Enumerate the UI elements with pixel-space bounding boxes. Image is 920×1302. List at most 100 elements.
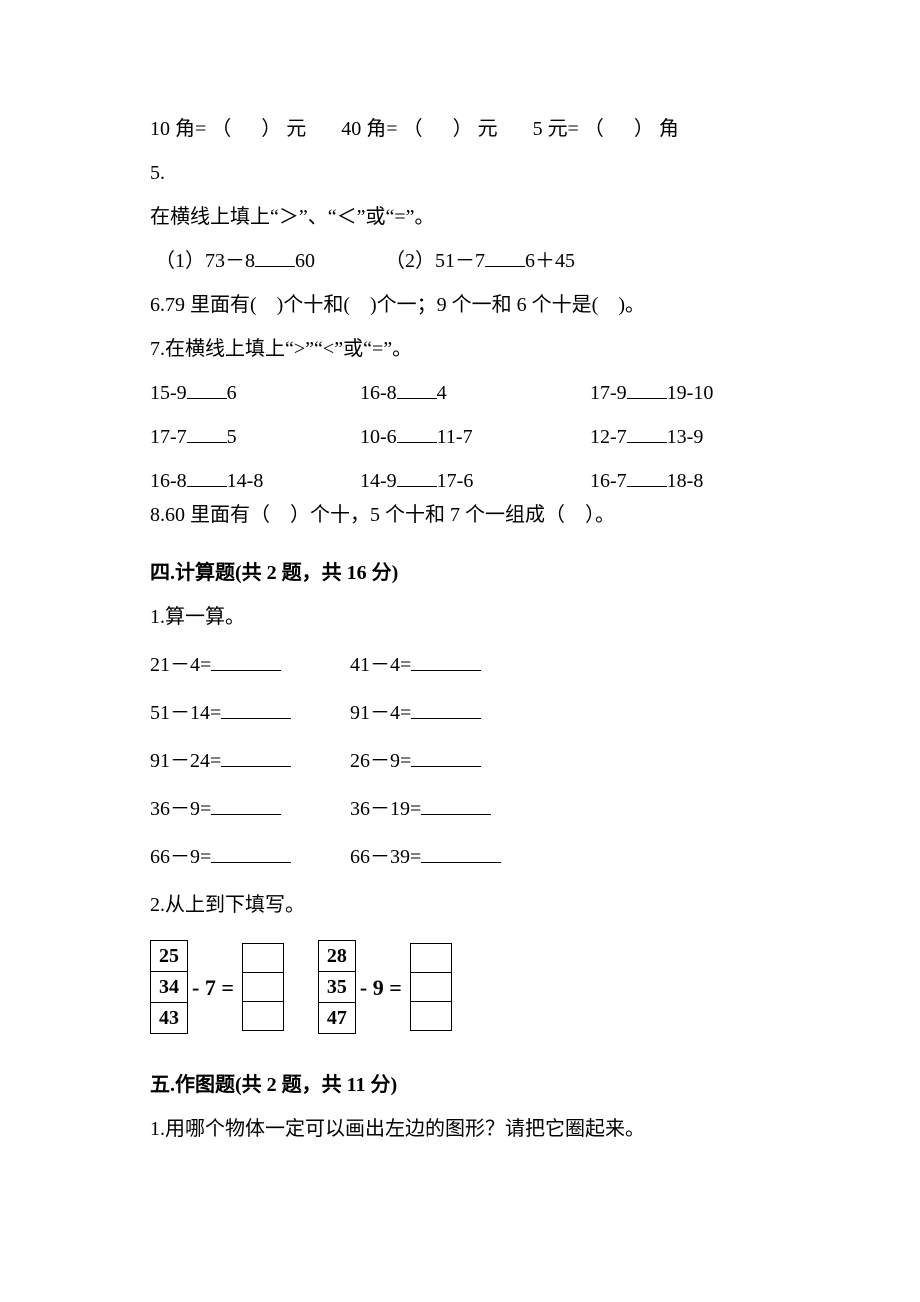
stack-a-in: 25 34 43	[150, 940, 188, 1034]
s4q1-4-0: 66－9=	[150, 846, 211, 868]
q7-2-2-l: 16-7	[590, 470, 627, 492]
s4q1-2-1: 26－9=	[350, 750, 411, 772]
s4q1-1-0: 51－14=	[150, 702, 221, 724]
stack-b-0: 28	[318, 941, 355, 972]
stack-a-1: 34	[151, 972, 188, 1003]
stack-b-2: 47	[318, 1003, 355, 1034]
conv-b-unit: 元	[478, 118, 498, 140]
s4-q2-num: 2.从上到下填写。	[150, 890, 770, 920]
q7-2-2-blank[interactable]	[627, 466, 667, 487]
stack-a-op: - 7 =	[188, 971, 242, 1004]
s4q1-row-3: 36－9= 36－19=	[150, 794, 770, 824]
q7-2-1-r: 17-6	[437, 470, 474, 492]
s4q1-2-1-blank[interactable]	[411, 746, 481, 767]
q6-line: 6.79 里面有( )个十和( )个一；9 个一和 6 个十是( )。	[150, 290, 770, 320]
stack-a-out-2[interactable]	[242, 1002, 283, 1031]
q7-0-1-blank[interactable]	[397, 378, 437, 399]
q7-2-1-l: 14-9	[360, 470, 397, 492]
q5a-lhs: 73－8	[205, 250, 255, 272]
q8-c: ）。	[585, 504, 615, 526]
q7-1-0-r: 5	[227, 426, 237, 448]
q5a-blank[interactable]	[255, 246, 295, 267]
q5b-label: （2）	[385, 250, 435, 272]
conv-c-unit: 角	[659, 118, 679, 140]
q8-a: 8.60 里面有（	[150, 504, 270, 526]
s4q1-row-2: 91－24= 26－9=	[150, 746, 770, 776]
q7-1-2-r: 13-9	[667, 426, 704, 448]
q7-2-0-blank[interactable]	[187, 466, 227, 487]
conv-c-lhs: 5 元=	[533, 118, 579, 140]
stack-b-in: 28 35 47	[318, 940, 356, 1034]
q6-b: )个十和(	[277, 294, 350, 316]
stack-a-out-1[interactable]	[242, 973, 283, 1002]
stack-a-out-0[interactable]	[242, 944, 283, 973]
q7-0-2-r: 19-10	[667, 382, 714, 404]
stack-b-op: - 9 =	[356, 971, 410, 1004]
stack-b-out-1[interactable]	[410, 973, 451, 1002]
conv-b-lhs: 40 角=	[341, 118, 397, 140]
q7-0-2-l: 17-9	[590, 382, 627, 404]
s4q1-0-0: 21－4=	[150, 654, 211, 676]
q7-0-1-r: 4	[437, 382, 447, 404]
s4q1-4-1-blank[interactable]	[421, 842, 501, 863]
q8-line: 8.60 里面有（ ）个十，5 个十和 7 个一组成（ ）。	[150, 500, 770, 530]
s4q1-1-0-blank[interactable]	[221, 698, 291, 719]
q7-0-0-l: 15-9	[150, 382, 187, 404]
q7-1-2-blank[interactable]	[627, 422, 667, 443]
q7-2-2-r: 18-8	[667, 470, 704, 492]
stack-b-out-2[interactable]	[410, 1002, 451, 1031]
stack-a-2: 43	[151, 1003, 188, 1034]
conv-b-paren-pre: （	[403, 118, 423, 140]
q7-0-0-blank[interactable]	[187, 378, 227, 399]
s4-q2-tables: 25 34 43 - 7 = 28 35 47 - 9 =	[150, 940, 770, 1034]
q7-2-0-l: 16-8	[150, 470, 187, 492]
q7-1-0-blank[interactable]	[187, 422, 227, 443]
q7-row-2: 16-8 14-8 14-9 17-6 16-7 18-8	[150, 466, 770, 496]
q7-0-0-r: 6	[227, 382, 237, 404]
q7-intro: 7.在横线上填上“>”“<”或“=”。	[150, 334, 770, 364]
q5-number: 5.	[150, 158, 770, 188]
q6-c: )个一；9 个一和 6 个十是(	[370, 294, 598, 316]
s4q1-0-1-blank[interactable]	[411, 650, 481, 671]
q7-1-2-l: 12-7	[590, 426, 627, 448]
stack-b-out	[410, 943, 452, 1031]
conv-a-paren-post: ）	[261, 118, 281, 140]
q7-2-0-r: 14-8	[227, 470, 264, 492]
s4q1-4-1: 66－39=	[350, 846, 421, 868]
s4q1-3-1: 36－19=	[350, 798, 421, 820]
s4q1-2-0-blank[interactable]	[221, 746, 291, 767]
q5-items: （1）73－860 （2）51－76＋45	[150, 246, 770, 276]
q7-0-1-l: 16-8	[360, 382, 397, 404]
conv-a-unit: 元	[286, 118, 306, 140]
q5b-rhs: 6＋45	[525, 250, 575, 272]
s4-q1-num: 1.算一算。	[150, 602, 770, 632]
s4q1-0-0-blank[interactable]	[211, 650, 281, 671]
s4q1-row-0: 21－4= 41－4=	[150, 650, 770, 680]
conv-a-lhs: 10 角=	[150, 118, 206, 140]
section4-title: 四.计算题(共 2 题，共 16 分)	[150, 558, 770, 588]
s4q1-3-0-blank[interactable]	[211, 794, 281, 815]
q7-0-2-blank[interactable]	[627, 378, 667, 399]
q7-2-1-blank[interactable]	[397, 466, 437, 487]
s4q1-1-1: 91－4=	[350, 702, 411, 724]
q8-b: ）个十，5 个十和 7 个一组成（	[290, 504, 565, 526]
conv-c-paren-pre: （	[584, 118, 604, 140]
stack-a-out	[242, 943, 284, 1031]
conv-b-paren-post: ）	[453, 118, 473, 140]
q5a-label: （1）	[155, 250, 205, 272]
s5-q1: 1.用哪个物体一定可以画出左边的图形？请把它圈起来。	[150, 1114, 770, 1144]
stack-b-out-0[interactable]	[410, 944, 451, 973]
q7-1-1-blank[interactable]	[397, 422, 437, 443]
q7-row-0: 15-9 6 16-8 4 17-9 19-10	[150, 378, 770, 408]
stack-b-1: 35	[318, 972, 355, 1003]
stack-a-0: 25	[151, 941, 188, 972]
section5-title: 五.作图题(共 2 题，共 11 分)	[150, 1070, 770, 1100]
s4q1-row-4: 66－9= 66－39=	[150, 842, 770, 872]
s4q1-3-1-blank[interactable]	[421, 794, 491, 815]
s4q1-4-0-blank[interactable]	[211, 842, 291, 863]
s4q1-3-0: 36－9=	[150, 798, 211, 820]
q5b-blank[interactable]	[485, 246, 525, 267]
s4q1-1-1-blank[interactable]	[411, 698, 481, 719]
q6-d: )。	[618, 294, 645, 316]
q6-a: 6.79 里面有(	[150, 294, 257, 316]
